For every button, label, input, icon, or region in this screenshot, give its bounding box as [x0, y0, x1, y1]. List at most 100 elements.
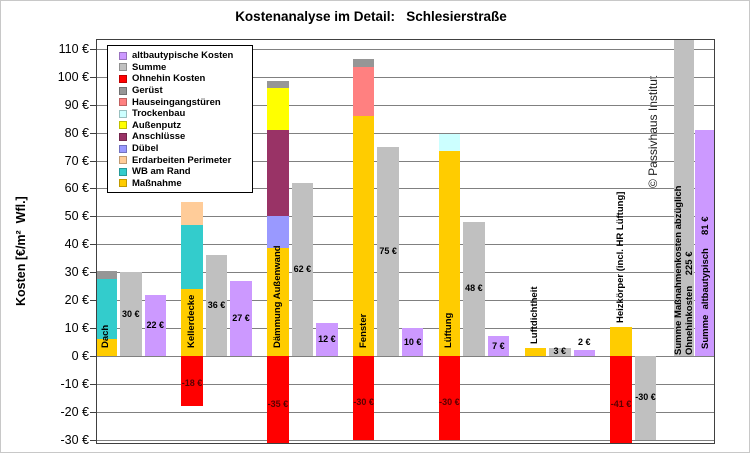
y-tickmark--10: [90, 383, 96, 385]
group-3-ohnehin-bar: [267, 356, 289, 444]
group-4-segment-hauseingangst-ren: [352, 66, 375, 116]
y-tickmark-40: [90, 244, 96, 246]
group-3-altbau-label: 12 €: [318, 333, 336, 344]
group-3-altbau-bar: [316, 322, 338, 357]
y-tickmark-110: [90, 48, 96, 50]
legend: altbautypische Kosten Summe Ohnehin Kosten…: [107, 45, 253, 194]
group-1-altbau-bar: [144, 294, 166, 356]
group-2-ohnehin-bar: [181, 356, 203, 407]
group-3-category-label: Dämmung Außenwand: [271, 245, 283, 349]
y-tickmark-100: [90, 76, 96, 78]
legend-item: Gerüst: [119, 85, 247, 97]
group-6-segment-ma-nahme: [524, 347, 546, 356]
group-2-segment-wb-am-rand: [181, 224, 203, 289]
group-7-summe-bar: [634, 356, 657, 440]
group-2-summe-label: 36 €: [207, 300, 226, 311]
group-1-altbau-label: 22 €: [146, 319, 165, 330]
group-5-summe-bar: [463, 221, 485, 356]
group-2-category-label: Kellerdecke: [186, 294, 198, 349]
group-4-segment-ger-st: [352, 58, 375, 67]
group-7-ohnehin-label: -41 €: [610, 398, 632, 409]
gridline-40: [96, 244, 715, 246]
summary-summe-label: Summe Maßnahmenkosten abzüglich Ohnehinko…: [672, 185, 695, 356]
legend-swatch-icon: [119, 179, 127, 188]
group-7-category-label: Heizkörper (incl. HR Lüftung]: [615, 191, 627, 323]
legend-swatch-icon: [119, 51, 127, 60]
y-tickmark-0: [90, 356, 96, 358]
group-6-summe-label: 3 €: [553, 346, 566, 357]
group-4-altbau-bar: [401, 328, 424, 356]
y-tickmark-50: [90, 216, 96, 218]
y-tick-label-20: 20 €: [64, 293, 89, 308]
gridline-110: [96, 48, 715, 50]
y-tickmark-70: [90, 160, 96, 162]
gridline--30: [96, 439, 715, 441]
y-tickmark-20: [90, 300, 96, 302]
group-7-summe-label: -30 €: [635, 392, 656, 403]
group-1-summe-bar: [120, 272, 142, 356]
gridline-30: [96, 272, 715, 274]
group-2-segment-ma-nahme: [181, 288, 203, 356]
legend-item: Hauseingangstüren: [119, 96, 247, 108]
legend-swatch-icon: [119, 144, 127, 153]
gridline-70: [96, 160, 715, 162]
group-4-summe-bar: [377, 146, 399, 356]
legend-swatch-icon: [119, 156, 127, 165]
y-tickmark--30: [90, 439, 96, 441]
legend-swatch-icon: [119, 167, 127, 176]
group-1-segment-ger-st: [95, 270, 117, 280]
legend-label: Erdarbeiten Perimeter: [132, 154, 232, 166]
y-axis-title: Kosten [€/m² Wfl.]: [14, 196, 28, 306]
legend-label: Außenputz: [132, 119, 182, 131]
legend-label: Hauseingangstüren: [132, 96, 221, 108]
group-2-ohnehin-label: -18 €: [181, 378, 203, 389]
legend-item: Maßnahme: [119, 178, 247, 190]
chart-title: Kostenanalyse im Detail: Schlesierstraße: [235, 9, 507, 24]
legend-swatch-icon: [119, 74, 127, 83]
group-6-altbau-label: 2 €: [577, 336, 591, 347]
legend-label: altbautypische Kosten: [132, 50, 234, 62]
group-7-ohnehin-bar: [610, 356, 632, 444]
group-6-summe-bar: [549, 347, 571, 356]
legend-swatch-icon: [119, 121, 127, 130]
legend-swatch-icon: [119, 98, 127, 107]
y-tickmark-90: [90, 104, 96, 106]
y-tick-label-100: 100 €: [57, 69, 89, 84]
gridline-100: [96, 76, 715, 78]
group-2-summe-bar: [205, 255, 228, 356]
group-7-segment-ma-nahme: [610, 326, 632, 356]
legend-item: altbautypische Kosten: [119, 50, 247, 62]
group-3-segment-ma-nahme: [267, 248, 289, 356]
y-tick-label--10: -10 €: [60, 376, 90, 391]
legend-swatch-icon: [119, 63, 127, 72]
legend-item: Summe: [119, 62, 247, 74]
y-tick-label--20: -20 €: [60, 404, 90, 419]
y-tickmark-30: [90, 272, 96, 274]
group-5-segment-trockenbau: [438, 133, 461, 151]
group-4-category-label: Fenster: [357, 313, 369, 349]
group-3-summe-label: 62 €: [293, 263, 312, 274]
y-tick-label-90: 90 €: [64, 97, 89, 112]
group-5-category-label: Lüftung: [443, 312, 455, 349]
group-1-category-label: Dach: [100, 324, 112, 349]
gridline-50: [96, 216, 715, 218]
group-4-ohnehin-label: -30 €: [353, 396, 374, 407]
group-6-category-label: Luftdichtheit: [529, 286, 541, 344]
y-tick-label-10: 10 €: [64, 321, 89, 336]
group-2-altbau-label: 27 €: [232, 312, 250, 323]
group-3-segment-anschl-sse: [267, 129, 289, 217]
y-tick-label-70: 70 €: [64, 153, 89, 168]
y-tick-label--30: -30 €: [60, 432, 90, 447]
legend-label: Trockenbau: [132, 108, 186, 120]
group-1-segment-ma-nahme: [95, 339, 117, 356]
y-tick-label-40: 40 €: [64, 237, 89, 252]
y-tickmark-80: [90, 132, 96, 134]
y-tick-label-0: 0 €: [71, 349, 89, 364]
legend-item: WB am Rand: [119, 166, 247, 178]
gridline-90: [96, 104, 715, 106]
y-tickmark-10: [90, 328, 96, 330]
group-4-summe-label: 75 €: [379, 245, 397, 256]
legend-swatch-icon: [119, 86, 127, 95]
legend-label: Gerüst: [132, 85, 163, 97]
